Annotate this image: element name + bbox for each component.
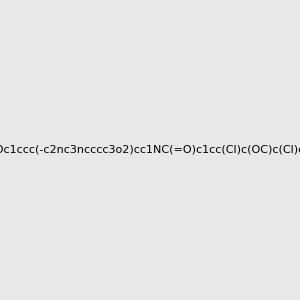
Text: COc1ccc(-c2nc3ncccc3o2)cc1NC(=O)c1cc(Cl)c(OC)c(Cl)c1: COc1ccc(-c2nc3ncccc3o2)cc1NC(=O)c1cc(Cl)… <box>0 145 300 155</box>
